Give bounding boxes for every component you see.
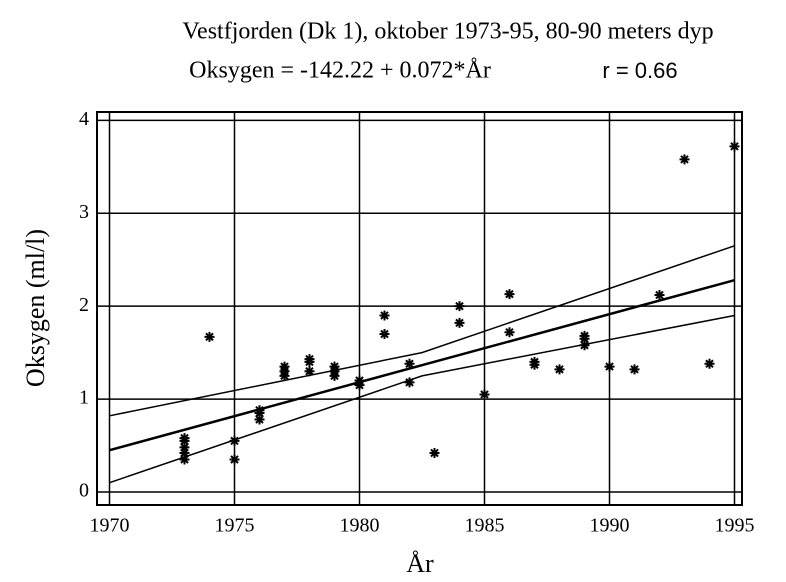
x-tick-label: 1980 — [340, 515, 380, 537]
x-tick-label: 1995 — [715, 515, 755, 537]
data-point — [429, 447, 440, 458]
data-point — [679, 154, 690, 165]
data-point — [704, 358, 715, 369]
data-point — [329, 361, 340, 372]
x-axis-label: År — [406, 549, 434, 578]
data-point — [379, 329, 390, 340]
y-tick-label: 2 — [79, 294, 89, 316]
data-point — [504, 327, 515, 338]
data-point — [554, 364, 565, 375]
x-tick-label: 1975 — [215, 515, 255, 537]
y-tick-label: 1 — [79, 387, 89, 409]
x-tick-label: 1985 — [465, 515, 505, 537]
data-point — [629, 364, 640, 375]
data-point — [454, 317, 465, 328]
fit-line — [109, 245, 735, 417]
data-point — [229, 435, 240, 446]
data-point — [654, 290, 665, 301]
data-point — [579, 340, 590, 351]
data-point — [304, 366, 315, 377]
data-point — [404, 358, 415, 369]
data-point — [604, 361, 615, 372]
y-tick-label: 3 — [79, 201, 89, 223]
x-tick-label: 1970 — [90, 515, 130, 537]
chart-subtitle: Oksygen = -142.22 + 0.072*År — [189, 58, 491, 84]
annotation: r = 0.66 — [602, 58, 677, 83]
data-point — [179, 442, 190, 453]
data-point — [304, 354, 315, 365]
data-point — [379, 310, 390, 321]
data-point — [454, 301, 465, 312]
fit-line — [109, 278, 735, 452]
data-point — [404, 377, 415, 388]
data-point — [529, 356, 540, 367]
data-point — [229, 454, 240, 465]
plot-frame — [96, 111, 743, 506]
data-point — [504, 289, 515, 300]
data-point — [179, 454, 190, 465]
data-point — [729, 141, 740, 152]
x-tick-label: 1990 — [590, 515, 630, 537]
data-point — [179, 433, 190, 444]
data-point — [354, 375, 365, 386]
chart-title: Vestfjorden (Dk 1), oktober 1973-95, 80-… — [182, 19, 713, 45]
y-axis-label: Oksygen (ml/l) — [21, 229, 50, 387]
y-tick-label: 0 — [79, 480, 89, 502]
y-tick-label: 4 — [79, 108, 89, 130]
data-point — [254, 405, 265, 416]
data-point — [179, 447, 190, 458]
data-point — [204, 331, 215, 342]
fit-line — [109, 314, 735, 484]
data-point — [579, 330, 590, 341]
data-point — [479, 389, 490, 400]
data-point — [279, 361, 290, 372]
data-point — [254, 414, 265, 425]
